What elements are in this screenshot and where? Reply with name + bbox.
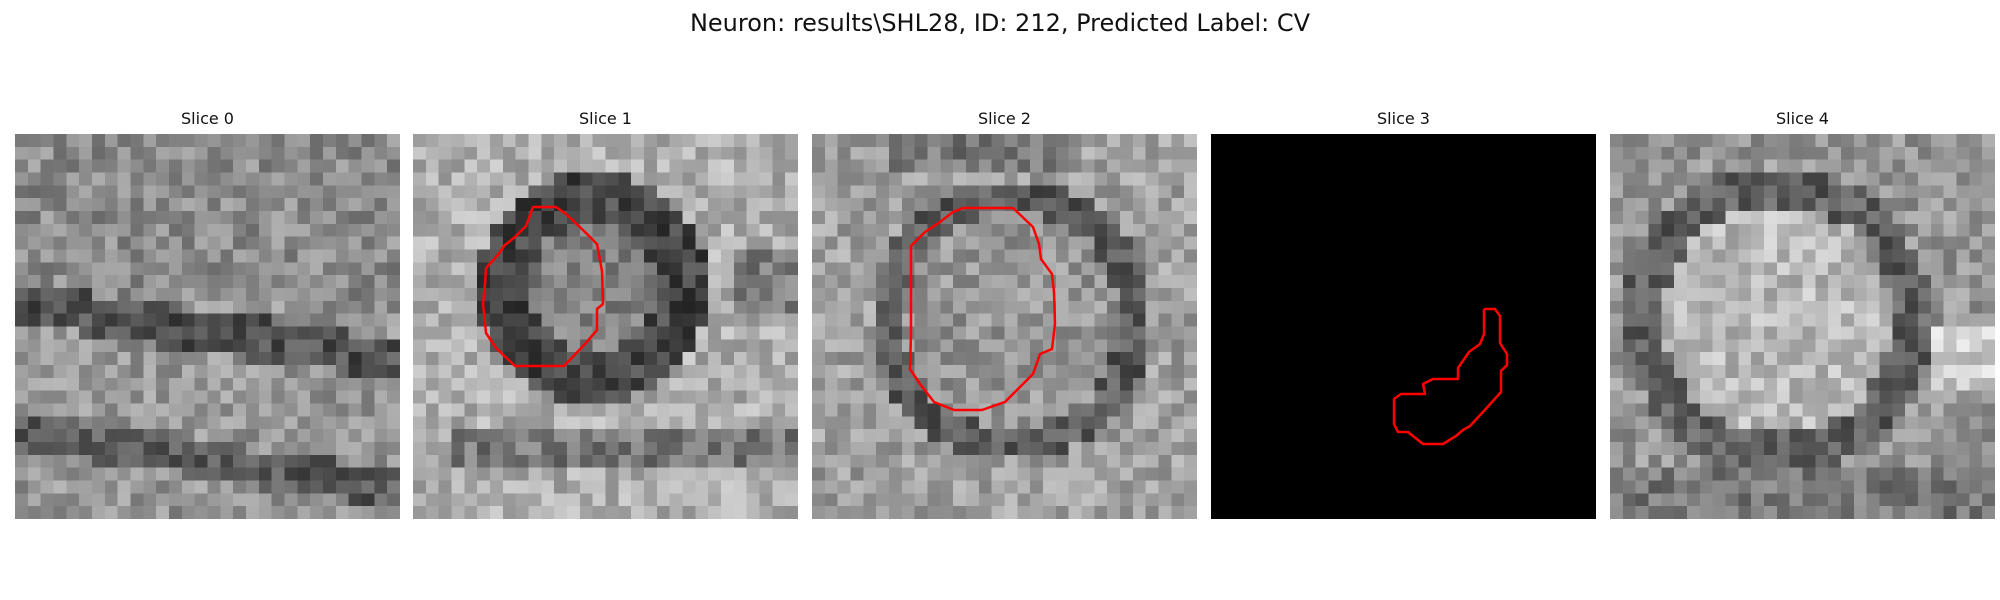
slice-title: Slice 1 bbox=[579, 109, 632, 128]
red-contour bbox=[481, 205, 605, 368]
grayscale-image bbox=[1610, 134, 1995, 519]
slice-panel-3: Slice 3 bbox=[1211, 108, 1596, 519]
contour-overlay bbox=[481, 205, 605, 368]
grayscale-image bbox=[413, 134, 798, 519]
grayscale-image bbox=[812, 134, 1197, 519]
slice-panel-4: Slice 4 bbox=[1610, 108, 1995, 519]
slice-image-2 bbox=[812, 134, 1197, 519]
slice-image-3 bbox=[1211, 134, 1596, 519]
slice-title: Slice 0 bbox=[181, 109, 234, 128]
red-contour bbox=[1392, 307, 1509, 446]
slice-image-1 bbox=[413, 134, 798, 519]
red-contour bbox=[908, 206, 1057, 412]
slice-image-0 bbox=[15, 134, 400, 519]
slice-title: Slice 4 bbox=[1776, 109, 1829, 128]
slice-panel-0: Slice 0 bbox=[15, 108, 400, 519]
figure-title: Neuron: results\SHL28, ID: 212, Predicte… bbox=[689, 9, 1311, 37]
slice-panel-1: Slice 1 bbox=[413, 108, 798, 519]
slice-title: Slice 2 bbox=[978, 109, 1031, 128]
slice-image-4 bbox=[1610, 134, 1995, 519]
slice-title: Slice 3 bbox=[1377, 109, 1430, 128]
contour-overlay bbox=[1392, 307, 1509, 446]
slice-panel-2: Slice 2 bbox=[812, 108, 1197, 519]
grayscale-image bbox=[15, 134, 400, 519]
contour-overlay bbox=[908, 206, 1057, 412]
